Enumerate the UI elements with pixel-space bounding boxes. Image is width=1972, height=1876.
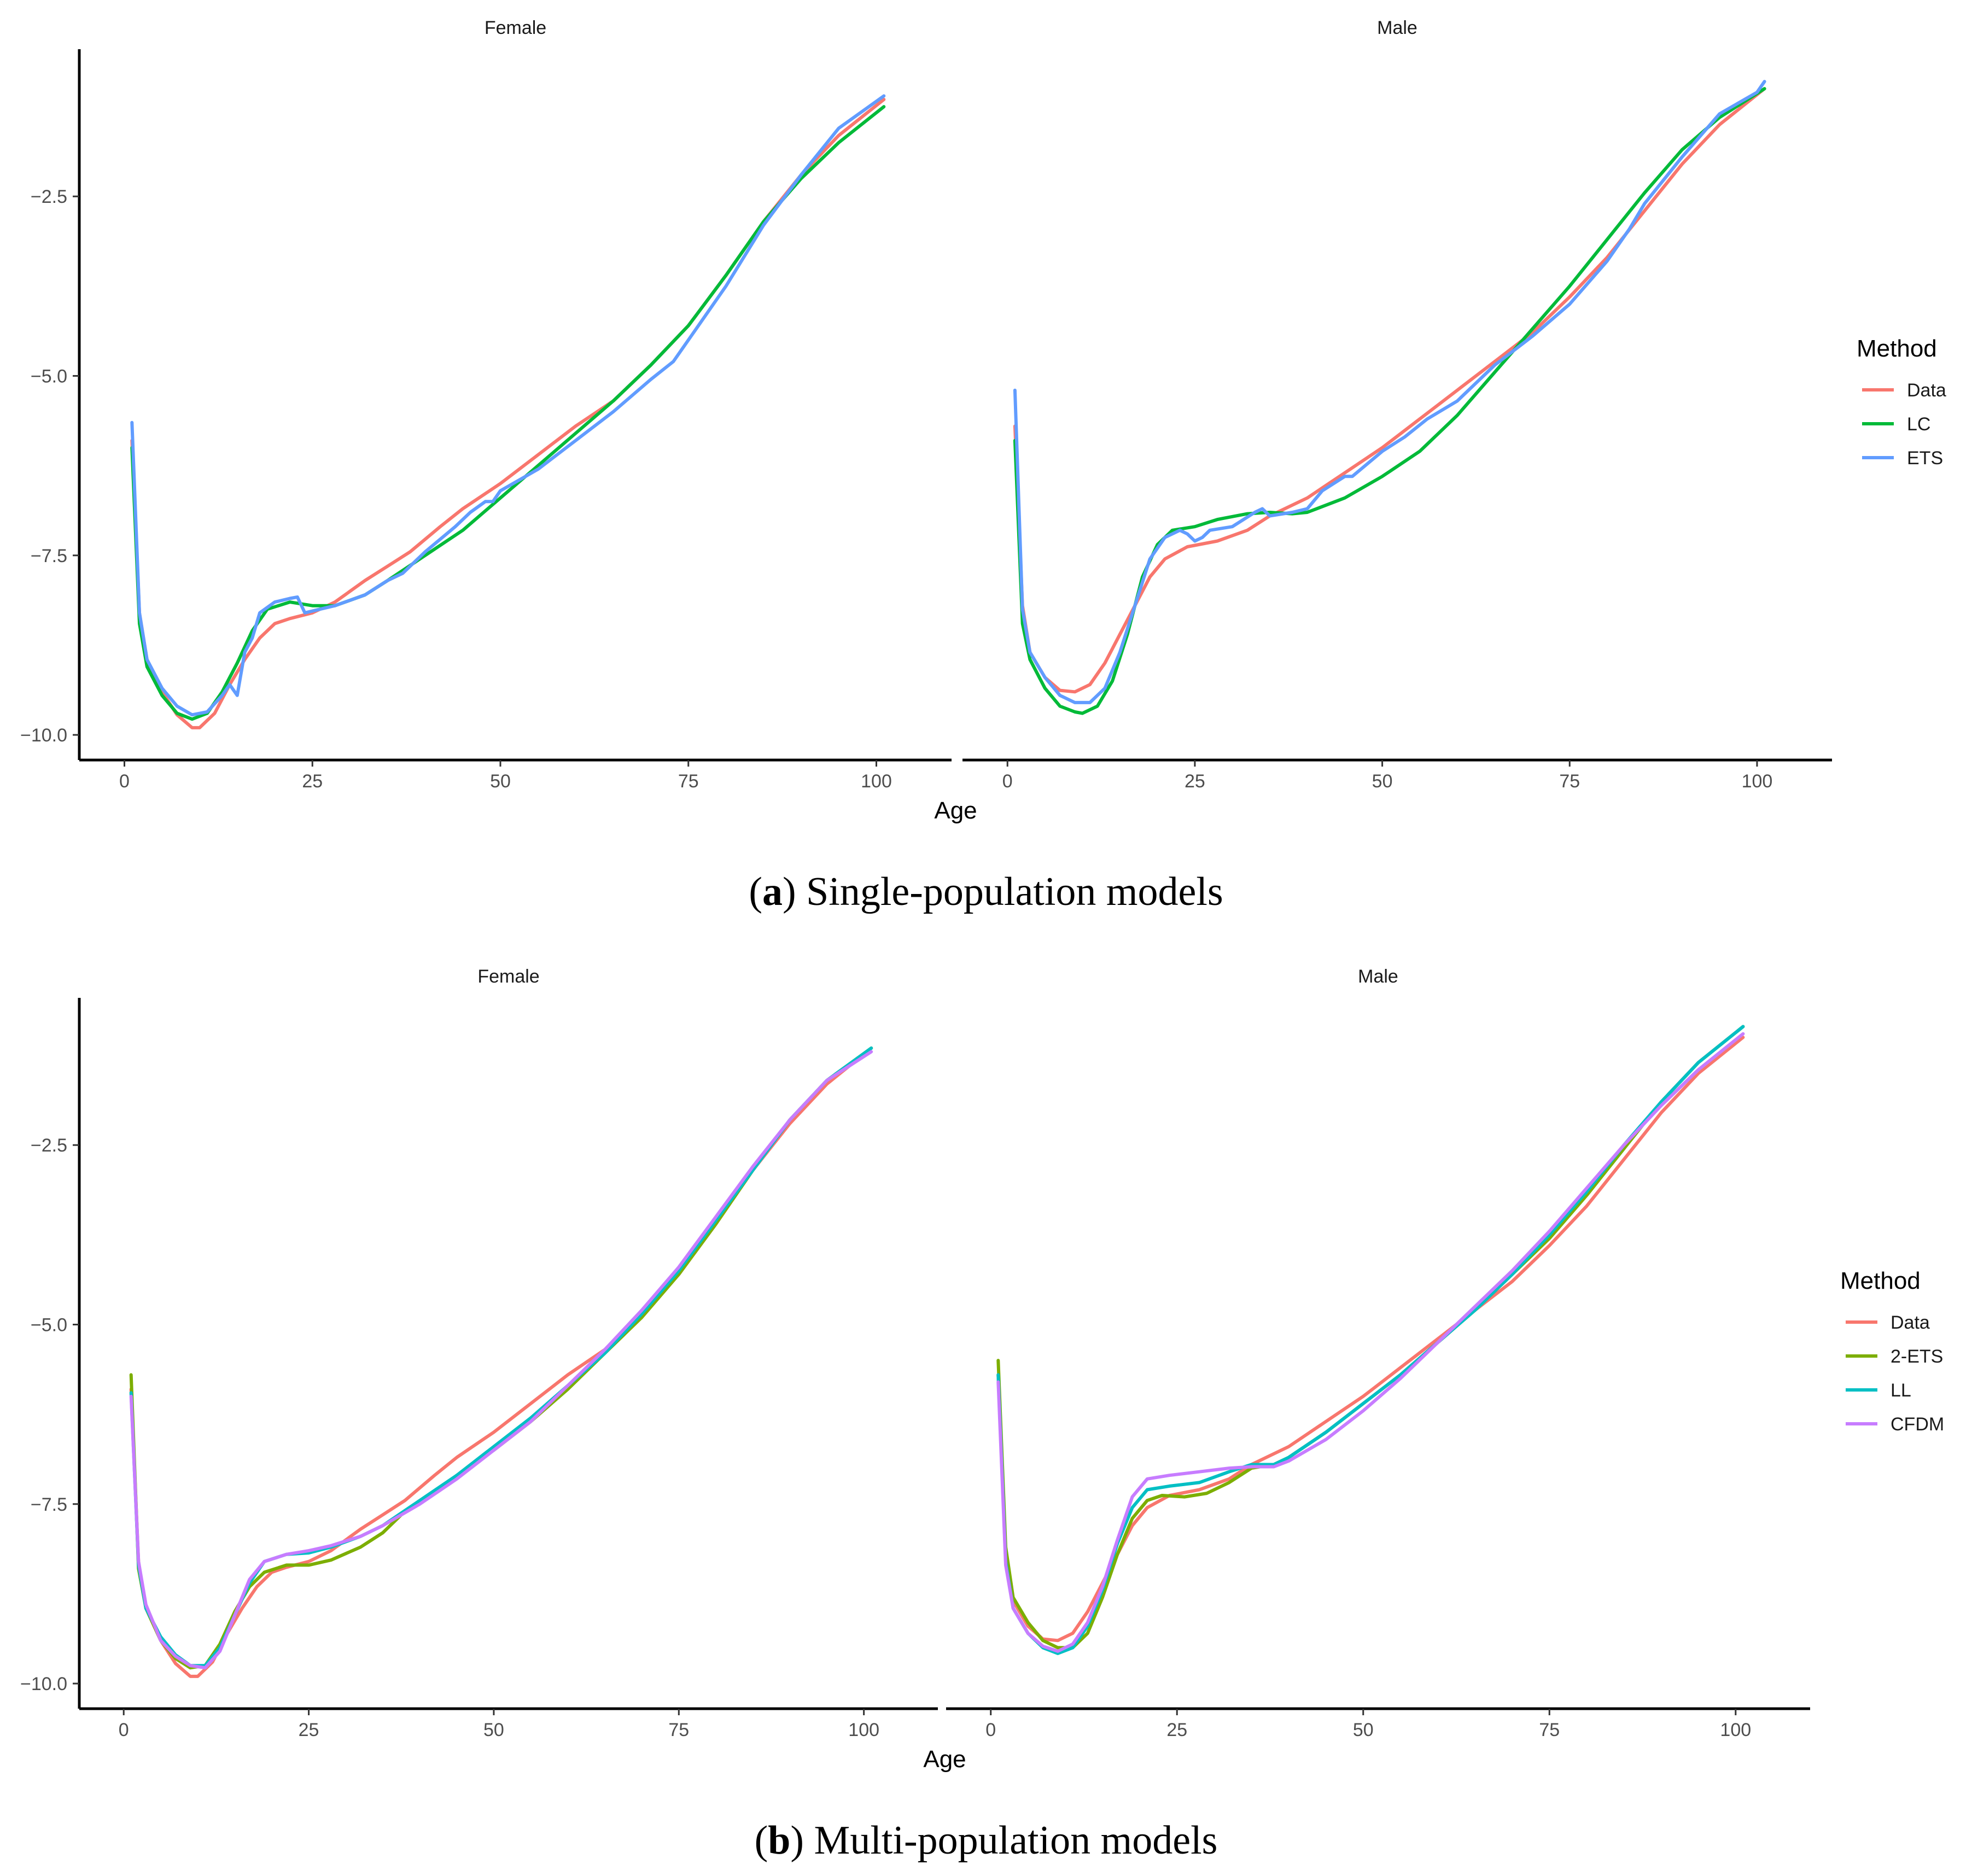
legend-label: ETS <box>1907 448 1943 469</box>
caption-text: Single-population models <box>806 869 1223 914</box>
panel-female: Female 0 25 50 75 100 −2.5 −5.0 −7.5 −10.0 <box>20 966 938 1740</box>
x-axis-title: Age <box>934 797 977 824</box>
x-tick-label: 50 <box>1353 1720 1374 1740</box>
facet-label: Female <box>477 966 539 987</box>
legend-label: LL <box>1891 1380 1911 1401</box>
y-tick-label: −2.5 <box>31 186 67 207</box>
x-tick-label: 25 <box>299 1720 319 1740</box>
x-tick-label: 0 <box>1002 771 1013 792</box>
y-tick-label: −7.5 <box>31 546 67 566</box>
series-line-data <box>996 1036 1745 1643</box>
figure-caption: (a) Single-population models <box>749 869 1223 914</box>
facet-label: Male <box>1358 966 1398 987</box>
series-line-cfdm <box>129 1050 873 1670</box>
caption-paren: ( <box>755 1818 768 1863</box>
x-tick-label: 50 <box>483 1720 504 1740</box>
x-tick-label: 25 <box>1166 1720 1187 1740</box>
x-tick-label: 75 <box>1559 771 1580 792</box>
x-tick-label: 75 <box>668 1720 689 1740</box>
series-line-lc <box>130 105 886 721</box>
x-tick-label: 50 <box>1372 771 1393 792</box>
legend: Method Data LC ETS <box>1857 335 1946 469</box>
panel-male: Male 0 25 50 75 100 <box>946 966 1810 1740</box>
series-line-ll <box>129 1046 873 1668</box>
x-tick-label: 100 <box>1742 771 1773 792</box>
legend-label: Data <box>1907 380 1946 401</box>
x-tick-label: 25 <box>302 771 323 792</box>
chart-b: Female 0 25 50 75 100 −2.5 −5.0 −7.5 −10.0 Male 0 25… <box>20 966 1944 1863</box>
x-axis-title: Age <box>923 1746 966 1773</box>
series-line-ets <box>130 94 886 717</box>
y-tick-label: −7.5 <box>31 1494 67 1515</box>
legend: Method Data 2-ETS LL CFDM <box>1840 1267 1944 1435</box>
series-line-lc <box>1013 87 1766 715</box>
panel-male: Male 0 25 50 75 100 <box>962 17 1832 792</box>
caption-label: a <box>762 869 783 914</box>
legend-title: Method <box>1857 335 1937 362</box>
y-tick-label: −2.5 <box>31 1135 67 1156</box>
x-tick-label: 75 <box>1539 1720 1560 1740</box>
legend-label: 2-ETS <box>1891 1346 1943 1367</box>
series-line-data <box>129 1046 873 1678</box>
x-tick-label: 0 <box>119 1720 129 1740</box>
caption-paren: ( <box>749 869 762 914</box>
x-tick-label: 100 <box>848 1720 879 1740</box>
y-tick-label: −5.0 <box>31 366 67 387</box>
facet-label: Male <box>1377 17 1417 38</box>
y-tick-label: −10.0 <box>20 725 67 746</box>
x-tick-label: 0 <box>985 1720 996 1740</box>
legend-label: Data <box>1891 1312 1930 1333</box>
legend-label: LC <box>1907 414 1930 435</box>
series-line-2-ets <box>129 1046 873 1670</box>
series-line-data <box>130 97 886 729</box>
chart-a: Female 0 25 50 75 100 −2.5 −5.0 −7.5 −10.0 Male 0 25… <box>20 17 1946 914</box>
series-line-2-ets <box>996 1025 1745 1650</box>
x-tick-label: 50 <box>490 771 511 792</box>
caption-text: Multi-population models <box>814 1818 1218 1863</box>
x-tick-label: 75 <box>678 771 699 792</box>
x-tick-label: 0 <box>119 771 130 792</box>
series-line-data <box>1013 87 1766 694</box>
x-tick-label: 100 <box>1720 1720 1751 1740</box>
legend-title: Method <box>1840 1267 1921 1294</box>
y-tick-label: −10.0 <box>20 1674 67 1694</box>
series-line-ets <box>1013 80 1766 704</box>
panel-female: Female 0 25 50 75 100 −2.5 −5.0 −7.5 −10.0 <box>20 17 952 792</box>
legend-label: CFDM <box>1891 1414 1944 1435</box>
caption-paren: ) <box>790 1818 814 1863</box>
figure-caption: (b) Multi-population models <box>755 1818 1218 1863</box>
caption-paren: ) <box>783 869 806 914</box>
x-tick-label: 100 <box>861 771 892 792</box>
caption-label: b <box>768 1818 790 1863</box>
facet-label: Female <box>485 17 546 38</box>
x-tick-label: 25 <box>1185 771 1205 792</box>
y-tick-label: −5.0 <box>31 1314 67 1335</box>
series-line-cfdm <box>996 1032 1745 1653</box>
